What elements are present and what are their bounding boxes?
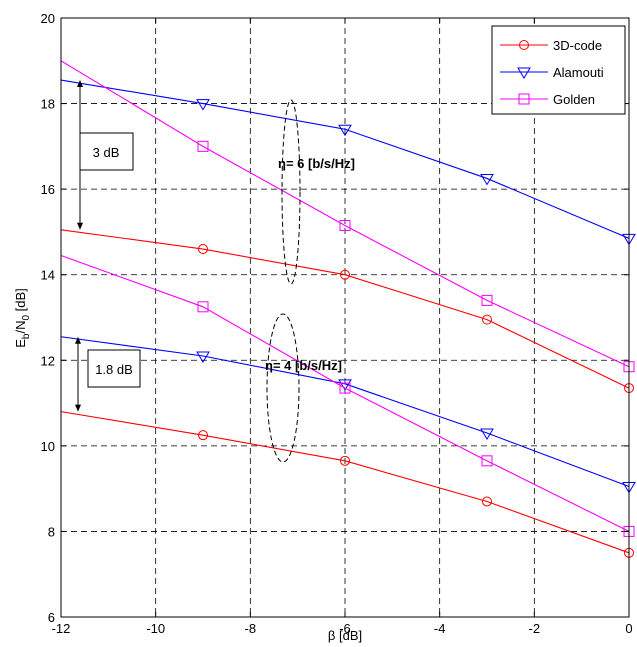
y-tick-label: 18 bbox=[41, 97, 55, 112]
y-label-sub-0: 0 bbox=[21, 315, 32, 321]
data-point-golden-eta4 bbox=[481, 455, 493, 467]
eta4-ellipse bbox=[266, 313, 300, 463]
y-tick-label: 12 bbox=[41, 353, 55, 368]
legend-label: Golden bbox=[553, 92, 595, 107]
data-point-3d-code-eta6 bbox=[198, 244, 208, 255]
gap-top-box bbox=[79, 132, 134, 171]
grid bbox=[61, 18, 629, 617]
data-point-3d-code-eta4 bbox=[340, 455, 350, 466]
x-axis-label: β [dB] bbox=[328, 628, 362, 643]
y-label-sub-b: b bbox=[21, 333, 32, 339]
data-point-golden-eta6 bbox=[339, 220, 351, 232]
eta6-ellipse bbox=[281, 99, 301, 285]
legend-label: Alamouti bbox=[553, 65, 604, 80]
eta4-label: η= 4 [b/s/Hz] bbox=[265, 358, 342, 373]
series-line-3d-code-eta6 bbox=[60, 229, 630, 389]
y-tick-label: 16 bbox=[41, 182, 55, 197]
y-label-unit: [dB] bbox=[13, 288, 28, 315]
series-line-golden-eta6 bbox=[60, 60, 630, 368]
y-tick-label: 8 bbox=[48, 524, 55, 539]
data-point-alamouti-eta4 bbox=[338, 379, 352, 391]
series-line-alamouti-eta6 bbox=[60, 79, 630, 239]
eta6-label: η= 6 [b/s/Hz] bbox=[278, 156, 355, 171]
data-point-3d-code-eta4 bbox=[482, 496, 492, 507]
y-tick-label: 10 bbox=[41, 439, 55, 454]
y-label-e: E bbox=[13, 339, 28, 348]
data-point-golden-eta4 bbox=[339, 382, 351, 394]
y-tick-label: 6 bbox=[48, 610, 55, 625]
data-point-alamouti-eta6 bbox=[480, 173, 494, 186]
gap-bottom-arrowhead-down bbox=[75, 404, 81, 412]
y-tick-label: 20 bbox=[41, 11, 55, 26]
series-line-golden-eta4 bbox=[60, 254, 630, 532]
data-point-3d-code-eta4 bbox=[198, 430, 208, 441]
data-point-golden-eta6 bbox=[197, 140, 209, 152]
gap-bottom-box bbox=[87, 349, 141, 388]
legend: 3D-code Alamouti Golden bbox=[491, 25, 626, 115]
data-point-golden-eta4 bbox=[197, 301, 209, 313]
gap-arrows bbox=[75, 80, 83, 412]
legend-marker bbox=[518, 93, 530, 105]
y-tick-label: 14 bbox=[41, 268, 55, 283]
data-point-golden-eta6 bbox=[481, 294, 493, 306]
legend-marker bbox=[517, 67, 531, 79]
data-point-alamouti-eta6 bbox=[338, 124, 352, 137]
ticks: -12 -10 -8 -6 -4 -2 0 6 8 10 12 14 16 18 20 bbox=[41, 11, 633, 636]
series-line-3d-code-eta4 bbox=[60, 411, 630, 554]
x-tick-label: -12 bbox=[52, 621, 71, 636]
data-point-alamouti-eta4 bbox=[196, 351, 210, 363]
x-tick-label: -2 bbox=[529, 621, 541, 636]
series-lines bbox=[60, 60, 636, 558]
x-tick-label: 0 bbox=[625, 621, 632, 636]
gap-bottom-label: 1.8 dB bbox=[95, 362, 133, 377]
data-point-alamouti-eta4 bbox=[480, 428, 494, 440]
y-label-slash: /N bbox=[13, 321, 28, 334]
legend-label: 3D-code bbox=[553, 38, 602, 53]
y-axis-label: Eb/N0 [dB] bbox=[13, 288, 32, 348]
legend-marker bbox=[519, 40, 529, 50]
gap-top-arrowhead-down bbox=[77, 222, 83, 230]
data-point-3d-code-eta6 bbox=[482, 314, 492, 325]
data-point-3d-code-eta6 bbox=[340, 269, 350, 280]
x-tick-label: -8 bbox=[245, 621, 257, 636]
x-tick-label: -4 bbox=[434, 621, 446, 636]
gap-bottom-arrowhead-up bbox=[75, 336, 81, 344]
x-tick-label: -6 bbox=[339, 621, 351, 636]
data-point-alamouti-eta6 bbox=[196, 99, 210, 111]
series-line-alamouti-eta4 bbox=[60, 336, 630, 488]
x-tick-label: -10 bbox=[146, 621, 165, 636]
gap-top-label: 3 dB bbox=[93, 145, 120, 160]
gap-top-arrowhead-up bbox=[77, 80, 83, 88]
